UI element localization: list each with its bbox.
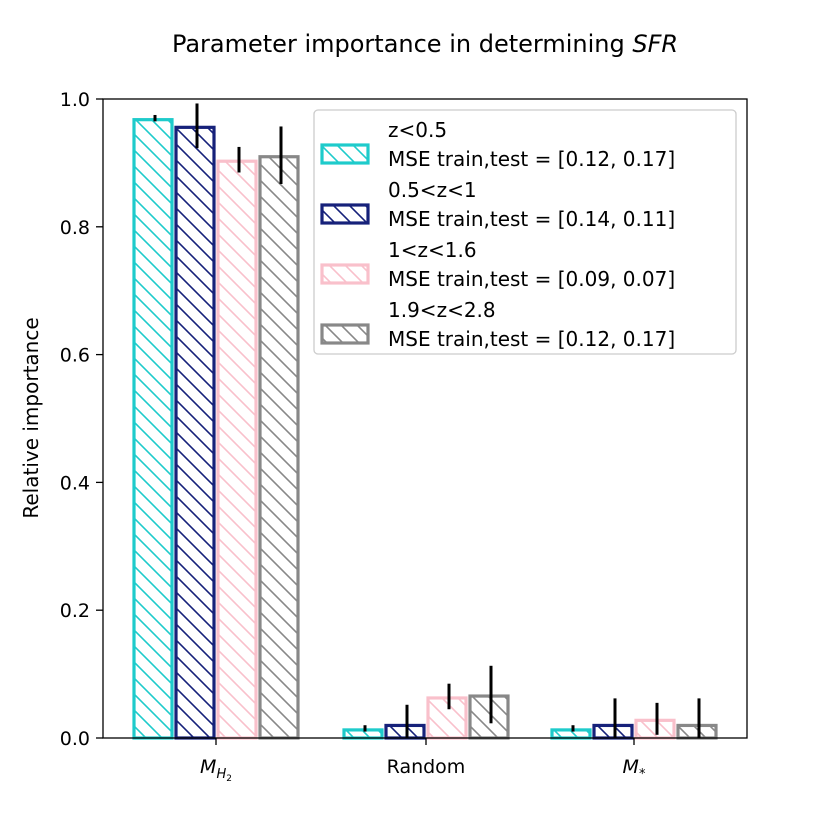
y-axis-label: Relative importance — [19, 317, 43, 518]
legend-swatch-hatch — [322, 265, 368, 283]
y-tick-label: 0.4 — [60, 472, 90, 494]
bar-group-2 — [550, 698, 718, 740]
bar-group-1 — [342, 665, 510, 740]
legend-swatch-hatch — [322, 325, 368, 343]
legend-frame — [313, 109, 737, 355]
legend-swatch-hatch — [322, 205, 368, 223]
legend-entry-1: 0.5<z<1 MSE train,test = [0.14, 0.11] — [320, 178, 675, 231]
bar-hatch — [552, 729, 590, 738]
bar-hatch — [134, 119, 172, 739]
legend-entry-0: z<0.5 MSE train,test = [0.12, 0.17] — [320, 118, 675, 171]
legend-mse: MSE train,test = [0.12, 0.17] — [388, 147, 675, 171]
title-text: Parameter importance in determining — [172, 30, 632, 58]
bars-layer — [132, 103, 718, 740]
bar-hatch — [176, 127, 214, 738]
title-italic: SFR — [632, 30, 678, 58]
bar-hatch — [428, 697, 466, 738]
bar-group-0 — [132, 103, 300, 740]
bar-hatch — [344, 729, 382, 738]
x-tick-label: Random — [387, 756, 466, 778]
legend-label: 1<z<1.6 — [388, 238, 477, 262]
axes-layer: 0.0 0.2 0.4 0.6 0.8 1.0 MH2 Random M* — [60, 89, 748, 784]
x-tick-label: MH2 — [200, 756, 232, 784]
y-tick-label: 0.6 — [60, 345, 90, 367]
x-tick-label: M* — [623, 756, 646, 782]
bar-hatch — [218, 161, 256, 738]
legend-swatch — [320, 203, 370, 225]
svg-text:Parameter importance in determ: Parameter importance in determining SFR — [172, 30, 678, 58]
legend-swatch — [320, 143, 370, 165]
chart-title: Parameter importance in determining SFR — [172, 30, 678, 58]
bar-hatch — [470, 696, 508, 738]
legend-mse: MSE train,test = [0.12, 0.17] — [388, 327, 675, 351]
legend-label: 0.5<z<1 — [388, 178, 477, 202]
plot-frame — [102, 98, 748, 739]
legend-label: 1.9<z<2.8 — [388, 298, 496, 322]
legend-swatch-hatch — [322, 145, 368, 163]
legend-mse: MSE train,test = [0.09, 0.07] — [388, 267, 675, 291]
legend: z<0.5 MSE train,test = [0.12, 0.17] 0.5<z… — [313, 109, 737, 355]
bar-hatch — [386, 725, 424, 738]
y-tick-label: 0.0 — [60, 728, 90, 750]
y-tick-label: 0.8 — [60, 217, 90, 239]
legend-mse: MSE train,test = [0.14, 0.11] — [388, 207, 675, 231]
legend-entry-2: 1<z<1.6 MSE train,test = [0.09, 0.07] — [320, 238, 675, 291]
bar-hatch — [678, 725, 716, 738]
legend-swatch — [320, 323, 370, 345]
legend-label: z<0.5 — [388, 118, 447, 142]
legend-swatch — [320, 263, 370, 285]
bar-hatch — [594, 725, 632, 738]
legend-entry-3: 1.9<z<2.8 MSE train,test = [0.12, 0.17] — [320, 298, 675, 351]
bar-hatch — [260, 156, 298, 738]
y-tick-label: 0.2 — [60, 600, 90, 622]
y-tick-label: 1.0 — [60, 89, 90, 111]
bar-hatch — [636, 720, 674, 738]
